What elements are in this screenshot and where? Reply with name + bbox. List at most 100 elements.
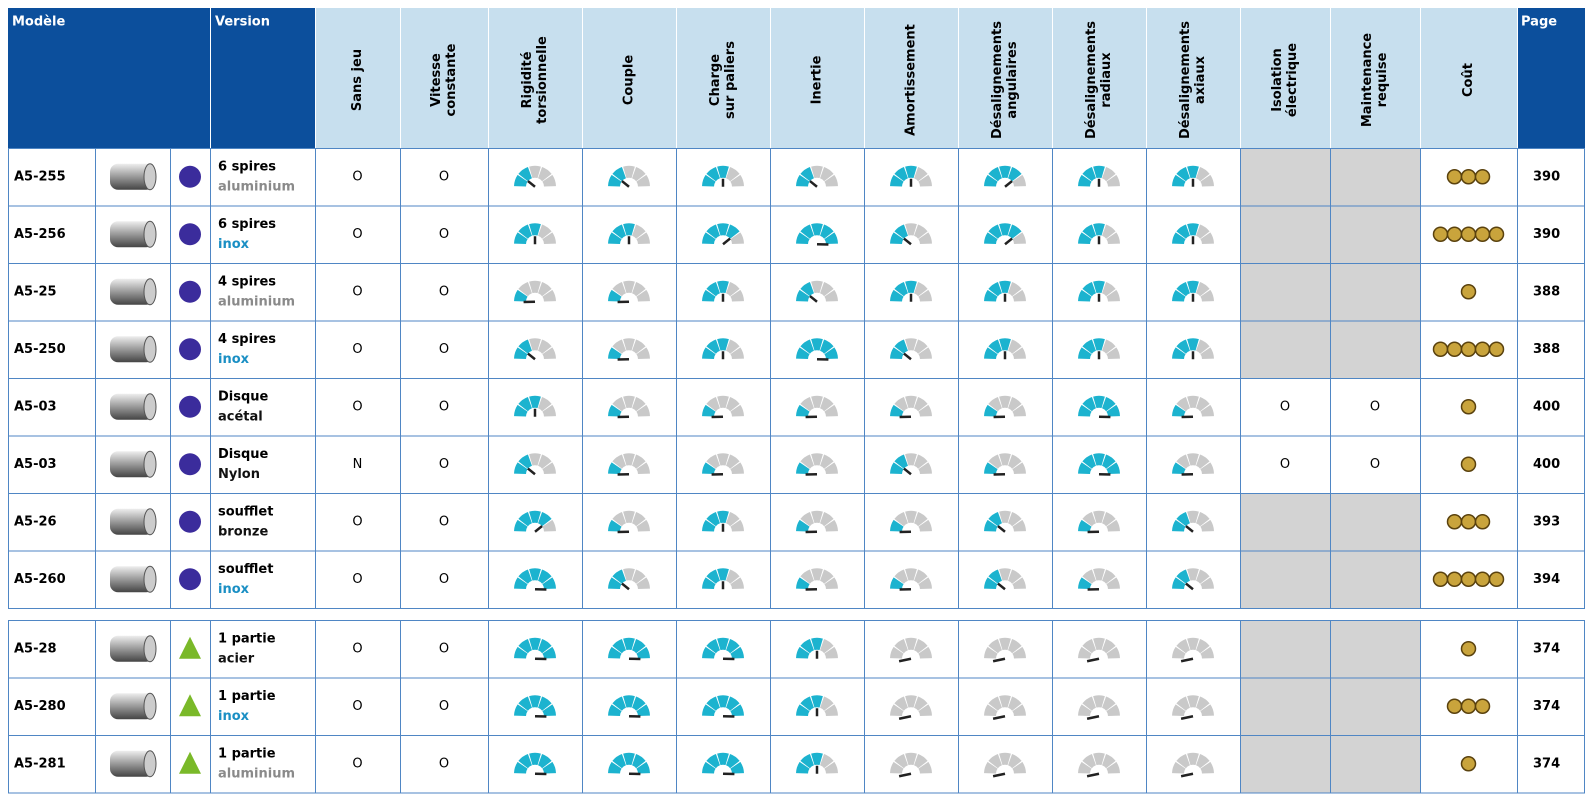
model: A5-256	[14, 227, 66, 242]
coin	[1448, 170, 1462, 184]
header-text: Désalignements	[990, 21, 1005, 139]
coin	[1462, 757, 1476, 771]
header-text: Désalignements	[1178, 21, 1193, 139]
table-cell	[1241, 264, 1331, 322]
coin	[1476, 227, 1490, 241]
model: A5-03	[14, 457, 57, 472]
group-marker	[179, 281, 201, 303]
header-text: requise	[1375, 52, 1390, 107]
version: 1 partie	[218, 689, 276, 704]
table-cell	[211, 621, 316, 679]
page-number: 394	[1533, 572, 1560, 587]
header-text: angulaires	[1005, 41, 1020, 119]
value: O	[1280, 457, 1290, 472]
table-cell	[211, 206, 316, 264]
coin	[1462, 170, 1476, 184]
value: O	[439, 572, 449, 587]
version: soufflet	[218, 562, 273, 577]
version: 4 spires	[218, 274, 276, 289]
header-text: Désalignements	[1084, 21, 1099, 139]
table-cell	[211, 321, 316, 379]
product-image	[144, 394, 156, 420]
table-cell	[1331, 678, 1421, 736]
cost-coins	[1448, 170, 1490, 184]
value: O	[1280, 399, 1290, 414]
model: A5-250	[14, 342, 66, 357]
cost-coins	[1462, 285, 1476, 299]
value: O	[352, 641, 362, 656]
cost-coins	[1462, 457, 1476, 471]
table-cell	[1331, 206, 1421, 264]
model: A5-255	[14, 169, 66, 184]
product-image	[144, 566, 156, 592]
coin	[1462, 285, 1476, 299]
page-number: 400	[1533, 399, 1560, 414]
table-cell	[1241, 494, 1331, 552]
version: 4 spires	[218, 332, 276, 347]
value: O	[352, 514, 362, 529]
product-image	[144, 751, 156, 777]
header-text: torsionnelle	[535, 36, 550, 124]
table-cell	[1241, 149, 1331, 207]
comparison-table: ModèleVersionPageSans jeuVitesseconstant…	[0, 0, 1585, 802]
version: soufflet	[218, 504, 273, 519]
group-marker	[179, 511, 201, 533]
value: O	[352, 399, 362, 414]
page-number: 388	[1533, 284, 1560, 299]
table-cell	[1331, 736, 1421, 794]
value: O	[352, 284, 362, 299]
coin	[1490, 572, 1504, 586]
value: N	[353, 457, 363, 472]
cost-coins	[1448, 515, 1490, 529]
coin	[1448, 227, 1462, 241]
table-cell	[211, 379, 316, 437]
version: 1 partie	[218, 631, 276, 646]
coin	[1476, 170, 1490, 184]
page-number: 393	[1533, 514, 1560, 529]
model: A5-25	[14, 284, 57, 299]
coin	[1448, 699, 1462, 713]
header-text: Page	[1521, 15, 1557, 30]
coin	[1462, 457, 1476, 471]
header-text: Modèle	[12, 15, 65, 30]
header-text: Couple	[622, 55, 637, 105]
header-text: constante	[444, 43, 459, 116]
coin	[1462, 699, 1476, 713]
product-image	[144, 279, 156, 305]
header-text: Sans jeu	[350, 49, 365, 111]
table-cell	[1331, 551, 1421, 609]
table-cell	[1241, 736, 1331, 794]
header-text: radiaux	[1099, 52, 1114, 108]
cost-coins	[1462, 757, 1476, 771]
value: O	[439, 756, 449, 771]
page-number: 388	[1533, 342, 1560, 357]
coin	[1490, 227, 1504, 241]
header-text: Vitesse	[429, 53, 444, 107]
table-cell	[1331, 264, 1421, 322]
value: O	[439, 641, 449, 656]
value: O	[352, 342, 362, 357]
table-cell	[211, 149, 316, 207]
cost-coins	[1434, 572, 1504, 586]
version: inox	[218, 582, 250, 597]
table-cell	[211, 494, 316, 552]
coin	[1462, 572, 1476, 586]
version: 6 spires	[218, 159, 276, 174]
model: A5-03	[14, 399, 57, 414]
table-cell	[211, 678, 316, 736]
table-cell	[1331, 321, 1421, 379]
model: A5-280	[14, 699, 66, 714]
cost-coins	[1434, 342, 1504, 356]
coin	[1476, 515, 1490, 529]
version: aluminium	[218, 179, 295, 194]
version: inox	[218, 352, 250, 367]
version: bronze	[218, 524, 268, 539]
header-text: Inertie	[810, 55, 825, 104]
version: aluminium	[218, 294, 295, 309]
page-number: 400	[1533, 457, 1560, 472]
coin	[1462, 400, 1476, 414]
table-cell	[1331, 621, 1421, 679]
page-number: 374	[1533, 756, 1560, 771]
product-image	[144, 451, 156, 477]
group-marker	[179, 338, 201, 360]
